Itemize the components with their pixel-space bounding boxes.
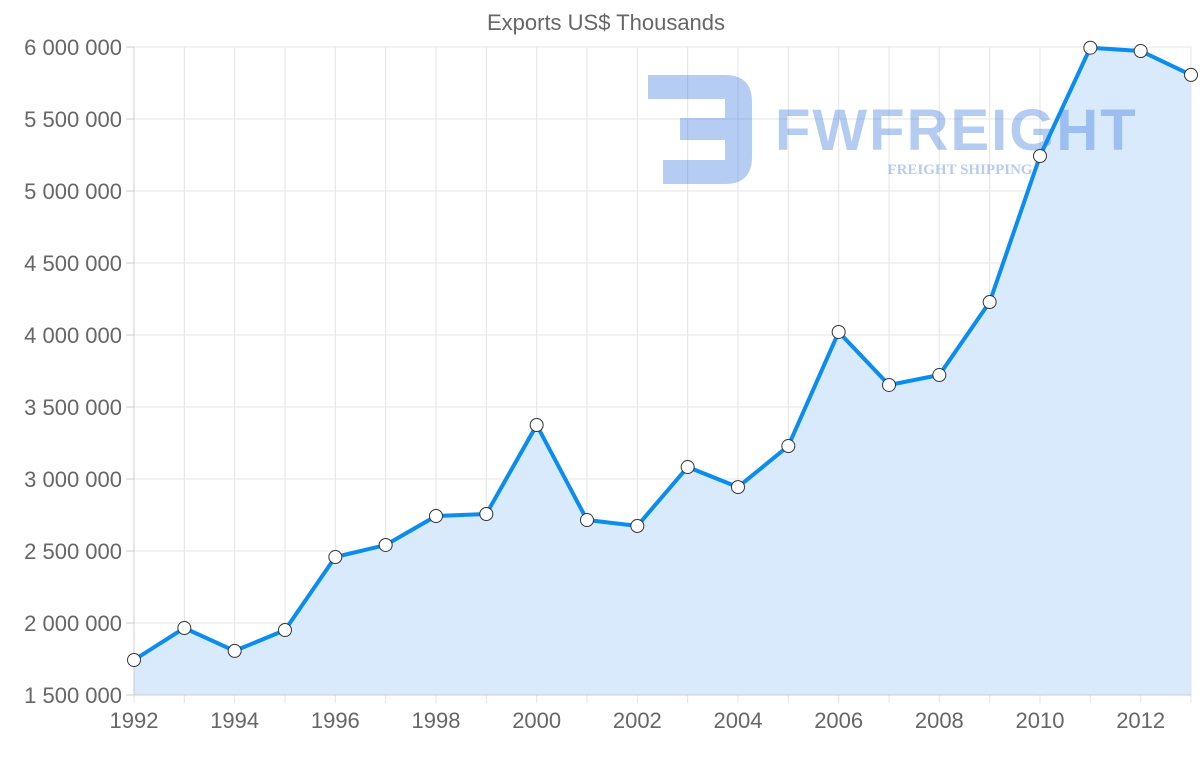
data-point (982, 295, 997, 310)
x-tick-label: 1994 (210, 708, 259, 733)
chart-title: Exports US$ Thousands (487, 10, 725, 35)
y-tick-label: 2 000 000 (24, 611, 122, 636)
x-tick-label: 2010 (1016, 708, 1065, 733)
y-tick-label: 2 500 000 (24, 539, 122, 564)
x-tick-label: 2002 (613, 708, 662, 733)
x-tick-label: 2012 (1116, 708, 1165, 733)
data-point (429, 509, 443, 524)
data-point (882, 377, 896, 392)
y-tick-label: 4 500 000 (24, 251, 122, 276)
fwfreight-logo-icon (648, 75, 752, 184)
y-tick-label: 4 000 000 (24, 323, 122, 348)
y-tick-label: 6 000 000 (24, 35, 122, 60)
data-point (378, 537, 393, 552)
x-tick-label: 2000 (512, 708, 561, 733)
data-point (127, 653, 141, 668)
data-point (1184, 67, 1198, 82)
y-tick-label: 3 000 000 (24, 467, 122, 492)
x-tick-label: 1996 (311, 708, 360, 733)
data-point (932, 368, 947, 383)
series-line (132, 45, 1192, 662)
x-tick-label: 2006 (814, 708, 863, 733)
data-point (831, 324, 846, 339)
data-point (177, 621, 192, 636)
x-tick-label: 2004 (714, 708, 763, 733)
data-point (781, 439, 796, 454)
x-tick-label: 2008 (915, 708, 964, 733)
data-point (680, 460, 695, 475)
y-tick-label: 1 500 000 (24, 683, 122, 708)
area-fill (134, 47, 1191, 695)
watermark-brand-text: FWFREIGHT (775, 98, 1138, 163)
data-point (328, 550, 343, 565)
data-point (227, 643, 242, 658)
x-tick-label: 1998 (412, 708, 461, 733)
y-tick-label: 5 000 000 (24, 179, 122, 204)
data-point (1033, 149, 1047, 164)
data-point (731, 480, 745, 495)
area-layer (134, 47, 1191, 695)
data-point (1083, 40, 1098, 55)
data-points (127, 40, 1198, 668)
watermark-tagline-text: FREIGHT SHIPPING (887, 162, 1032, 178)
x-tick-label: 1992 (110, 708, 159, 733)
line-path (132, 45, 1192, 662)
y-tick-label: 3 500 000 (24, 395, 122, 420)
data-point (529, 418, 544, 432)
data-point (630, 518, 645, 533)
axes: 1 500 000 2 000 000 2 500 000 3 000 000 3 50… (24, 35, 1191, 733)
data-point (580, 513, 594, 528)
data-point (1133, 44, 1148, 59)
data-point (278, 623, 292, 638)
data-point (479, 506, 494, 521)
y-tick-label: 5 500 000 (24, 107, 122, 132)
